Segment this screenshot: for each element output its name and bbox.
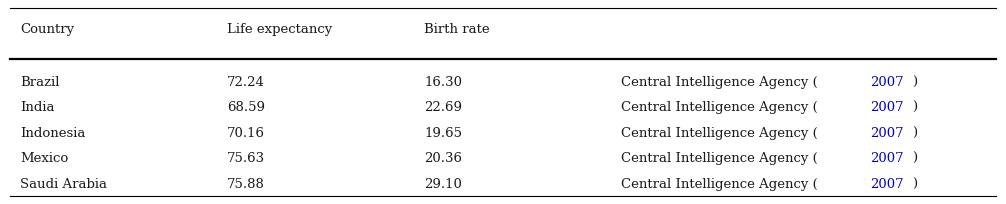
Text: ): ) xyxy=(912,178,917,191)
Text: 2007: 2007 xyxy=(870,152,903,165)
Text: 72.24: 72.24 xyxy=(227,76,265,89)
Text: 2007: 2007 xyxy=(870,101,903,114)
Text: Central Intelligence Agency (: Central Intelligence Agency ( xyxy=(622,101,818,114)
Text: ): ) xyxy=(912,152,917,165)
Text: ): ) xyxy=(912,101,917,114)
Text: 68.59: 68.59 xyxy=(227,101,265,114)
Text: Life expectancy: Life expectancy xyxy=(227,23,332,36)
Text: Saudi Arabia: Saudi Arabia xyxy=(20,178,107,191)
Text: 2007: 2007 xyxy=(870,178,903,191)
Text: Indonesia: Indonesia xyxy=(20,127,86,140)
Text: India: India xyxy=(20,101,54,114)
Text: 20.36: 20.36 xyxy=(425,152,462,165)
Text: Mexico: Mexico xyxy=(20,152,68,165)
Text: Central Intelligence Agency (: Central Intelligence Agency ( xyxy=(622,152,818,165)
Text: Country: Country xyxy=(20,23,74,36)
Text: 22.69: 22.69 xyxy=(425,101,462,114)
Text: 70.16: 70.16 xyxy=(227,127,265,140)
Text: 16.30: 16.30 xyxy=(425,76,462,89)
Text: Brazil: Brazil xyxy=(20,76,59,89)
Text: 75.63: 75.63 xyxy=(227,152,265,165)
Text: ): ) xyxy=(912,127,917,140)
Text: Birth rate: Birth rate xyxy=(425,23,490,36)
Text: 19.65: 19.65 xyxy=(425,127,462,140)
Text: 75.88: 75.88 xyxy=(227,178,265,191)
Text: Central Intelligence Agency (: Central Intelligence Agency ( xyxy=(622,76,818,89)
Text: 29.10: 29.10 xyxy=(425,178,462,191)
Text: 2007: 2007 xyxy=(870,127,903,140)
Text: 2007: 2007 xyxy=(870,76,903,89)
Text: Central Intelligence Agency (: Central Intelligence Agency ( xyxy=(622,127,818,140)
Text: Central Intelligence Agency (: Central Intelligence Agency ( xyxy=(622,178,818,191)
Text: ): ) xyxy=(912,76,917,89)
